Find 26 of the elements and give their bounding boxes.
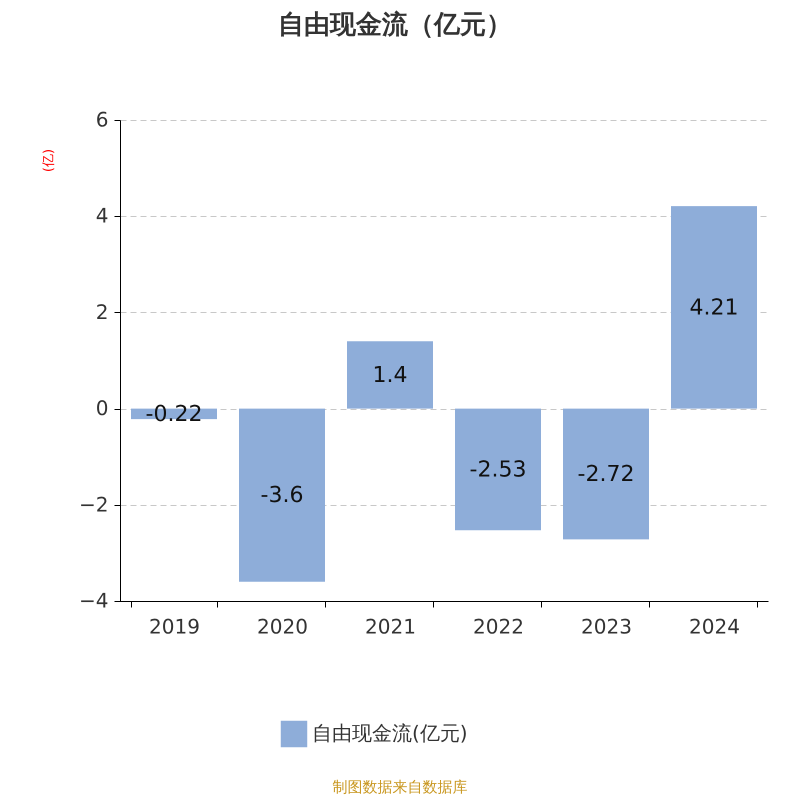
data-label: 1.4	[372, 362, 408, 388]
bar	[455, 408, 541, 530]
bar	[563, 408, 649, 540]
x-tick-label: 2022	[473, 614, 524, 638]
legend-label: 自由现金流(亿元)	[312, 721, 468, 745]
data-label: 4.21	[690, 295, 738, 320]
y-tick-label: 6	[96, 108, 108, 132]
data-label: -2.53	[470, 457, 526, 482]
x-tick-label: 2019	[149, 614, 200, 638]
text: 制图数据来自数据库	[332, 778, 468, 797]
y-tick-label: 4	[96, 204, 108, 228]
x-tick-label: 2021	[365, 614, 416, 638]
x-tick-label: 2024	[689, 614, 740, 638]
y-tick-label: 0	[96, 396, 108, 420]
y-tick-label: 2	[96, 300, 108, 324]
data-label: -2.72	[578, 462, 634, 488]
bar	[347, 341, 433, 409]
x-tick-label: 2020	[257, 614, 308, 638]
chart-title: 自由现金流（亿元）	[278, 10, 512, 40]
bar	[671, 206, 757, 409]
y-tick-label: −2	[79, 492, 108, 516]
bar	[239, 408, 325, 582]
data-label: -3.6	[260, 483, 304, 508]
y-tick-label: −4	[79, 588, 108, 612]
x-tick-label: 2023	[581, 614, 632, 638]
y-axis-title: (亿)	[42, 148, 56, 172]
